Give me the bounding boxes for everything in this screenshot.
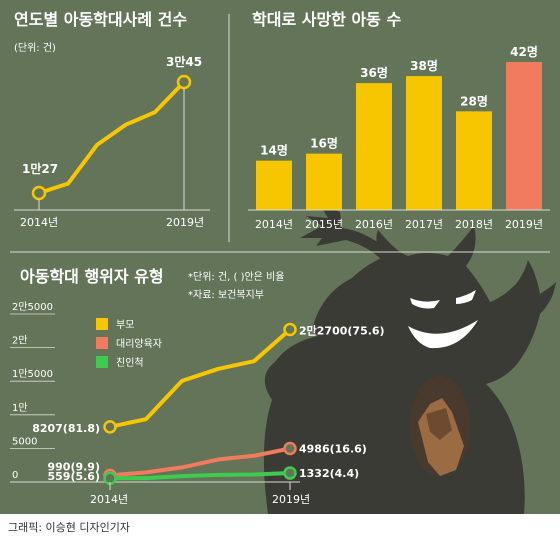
perpetrator-end-label: 2만2700(75.6)	[299, 323, 385, 337]
deaths-x-tick: 2016년	[355, 218, 393, 231]
perpetrator-end-marker	[283, 322, 297, 337]
graphic-credit: 그래픽: 이승현 디자인기자	[8, 521, 131, 534]
perpetrator-y-tick-label: 2만	[12, 335, 28, 347]
perpetrator-start-label: 559(5.6)	[47, 470, 100, 483]
cases-series-line	[38, 80, 186, 195]
shadow-monster-illustration	[263, 202, 556, 514]
perpetrator-start-label: 8207(81.8)	[32, 422, 100, 435]
perpetrator-series-group: 8207(81.8) 2만2700(75.6) 990(9.9) 4986(16.6)…	[32, 322, 385, 490]
infographic-svg: 연도별 아동학대사례 건수 (단위: 건) 2014년 2019년 1만27 3…	[10, 10, 556, 514]
legend-swatch	[96, 356, 108, 368]
deaths-bar	[506, 62, 542, 210]
perpetrator-y-tick-label: 5000	[12, 436, 37, 447]
deaths-bar-chart: 학대로 사망한 아동 수 14명 2014년 16명 2015년 36명 2016년 38명…	[248, 10, 550, 231]
perpetrator-chart-title: 아동학대 행위자 유형	[20, 267, 164, 286]
perpetrator-y-tick-label: 1만	[12, 402, 28, 414]
deaths-value-label: 16명	[310, 137, 338, 151]
perpetrator-series-line	[109, 327, 292, 429]
perpetrator-end-marker	[283, 466, 297, 480]
deaths-bar	[406, 76, 442, 210]
perpetrator-series-line	[109, 446, 291, 478]
deaths-x-tick: 2017년	[405, 218, 443, 231]
legend-label: 대리양육자	[116, 338, 162, 350]
cases-start-label: 1만27	[22, 161, 58, 176]
legend-swatch	[96, 337, 108, 349]
perpetrator-x-tick-end: 2019년	[272, 493, 310, 506]
perpetrator-y-tick-label: 0	[12, 470, 18, 481]
cases-chart-title: 연도별 아동학대사례 건수	[14, 10, 187, 29]
perpetrator-end-label: 1332(4.4)	[299, 467, 359, 480]
perpetrator-note-unit: *단위: 건, ( )안은 비율	[188, 270, 284, 283]
deaths-x-tick: 2018년	[455, 218, 493, 231]
deaths-chart-title: 학대로 사망한 아동 수	[252, 10, 401, 29]
cases-end-marker	[176, 74, 192, 90]
cases-line-chart: 연도별 아동학대사례 건수 (단위: 건) 2014년 2019년 1만27 3…	[14, 10, 210, 229]
legend-swatch	[96, 318, 108, 330]
deaths-x-tick: 2014년	[255, 218, 293, 231]
perpetrator-start-marker	[103, 420, 117, 434]
perpetrator-y-tick-label: 2만5000	[12, 301, 53, 313]
cases-x-tick-start: 2014년	[20, 216, 58, 229]
perpetrator-y-axis: 0 5000 1만 1만5000 2만 2만5000	[10, 301, 300, 483]
deaths-bars-group: 14명 2014년 16명 2015년 36명 2016년 38명 2017년 28명 2018년…	[255, 45, 543, 231]
cases-start-marker	[31, 185, 47, 201]
perpetrator-y-tick-label: 1만5000	[12, 368, 53, 380]
deaths-value-label: 36명	[360, 66, 388, 80]
cases-unit-note: (단위: 건)	[14, 41, 56, 54]
deaths-value-label: 42명	[510, 45, 538, 59]
cases-series-group	[31, 74, 192, 210]
deaths-x-tick: 2015년	[305, 218, 343, 231]
cases-end-label: 3만45	[166, 54, 202, 69]
legend-label: 부모	[116, 320, 134, 331]
deaths-bar	[456, 111, 492, 210]
deaths-bar	[306, 153, 342, 210]
deaths-value-label: 14명	[260, 144, 288, 158]
perpetrator-series-line	[109, 471, 291, 481]
cases-x-tick-end: 2019년	[166, 216, 204, 229]
deaths-bar	[256, 160, 292, 210]
perpetrator-end-label: 4986(16.6)	[299, 442, 367, 455]
perpetrator-x-tick-start: 2014년	[90, 493, 128, 506]
deaths-bar	[356, 83, 392, 210]
infographic-panel: 연도별 아동학대사례 건수 (단위: 건) 2014년 2019년 1만27 3…	[0, 0, 560, 514]
perpetrator-start-label: 990(9.9)	[47, 460, 100, 473]
deaths-x-tick: 2019년	[505, 218, 543, 231]
deaths-value-label: 28명	[460, 94, 488, 108]
deaths-value-label: 38명	[410, 59, 438, 73]
perpetrator-line-chart: 아동학대 행위자 유형 *단위: 건, ( )안은 비율 *자료: 보건복지부 …	[10, 267, 385, 506]
perpetrator-note-source: *자료: 보건복지부	[188, 289, 264, 301]
perpetrator-end-marker	[283, 441, 297, 456]
legend-label: 친인척	[116, 357, 144, 369]
